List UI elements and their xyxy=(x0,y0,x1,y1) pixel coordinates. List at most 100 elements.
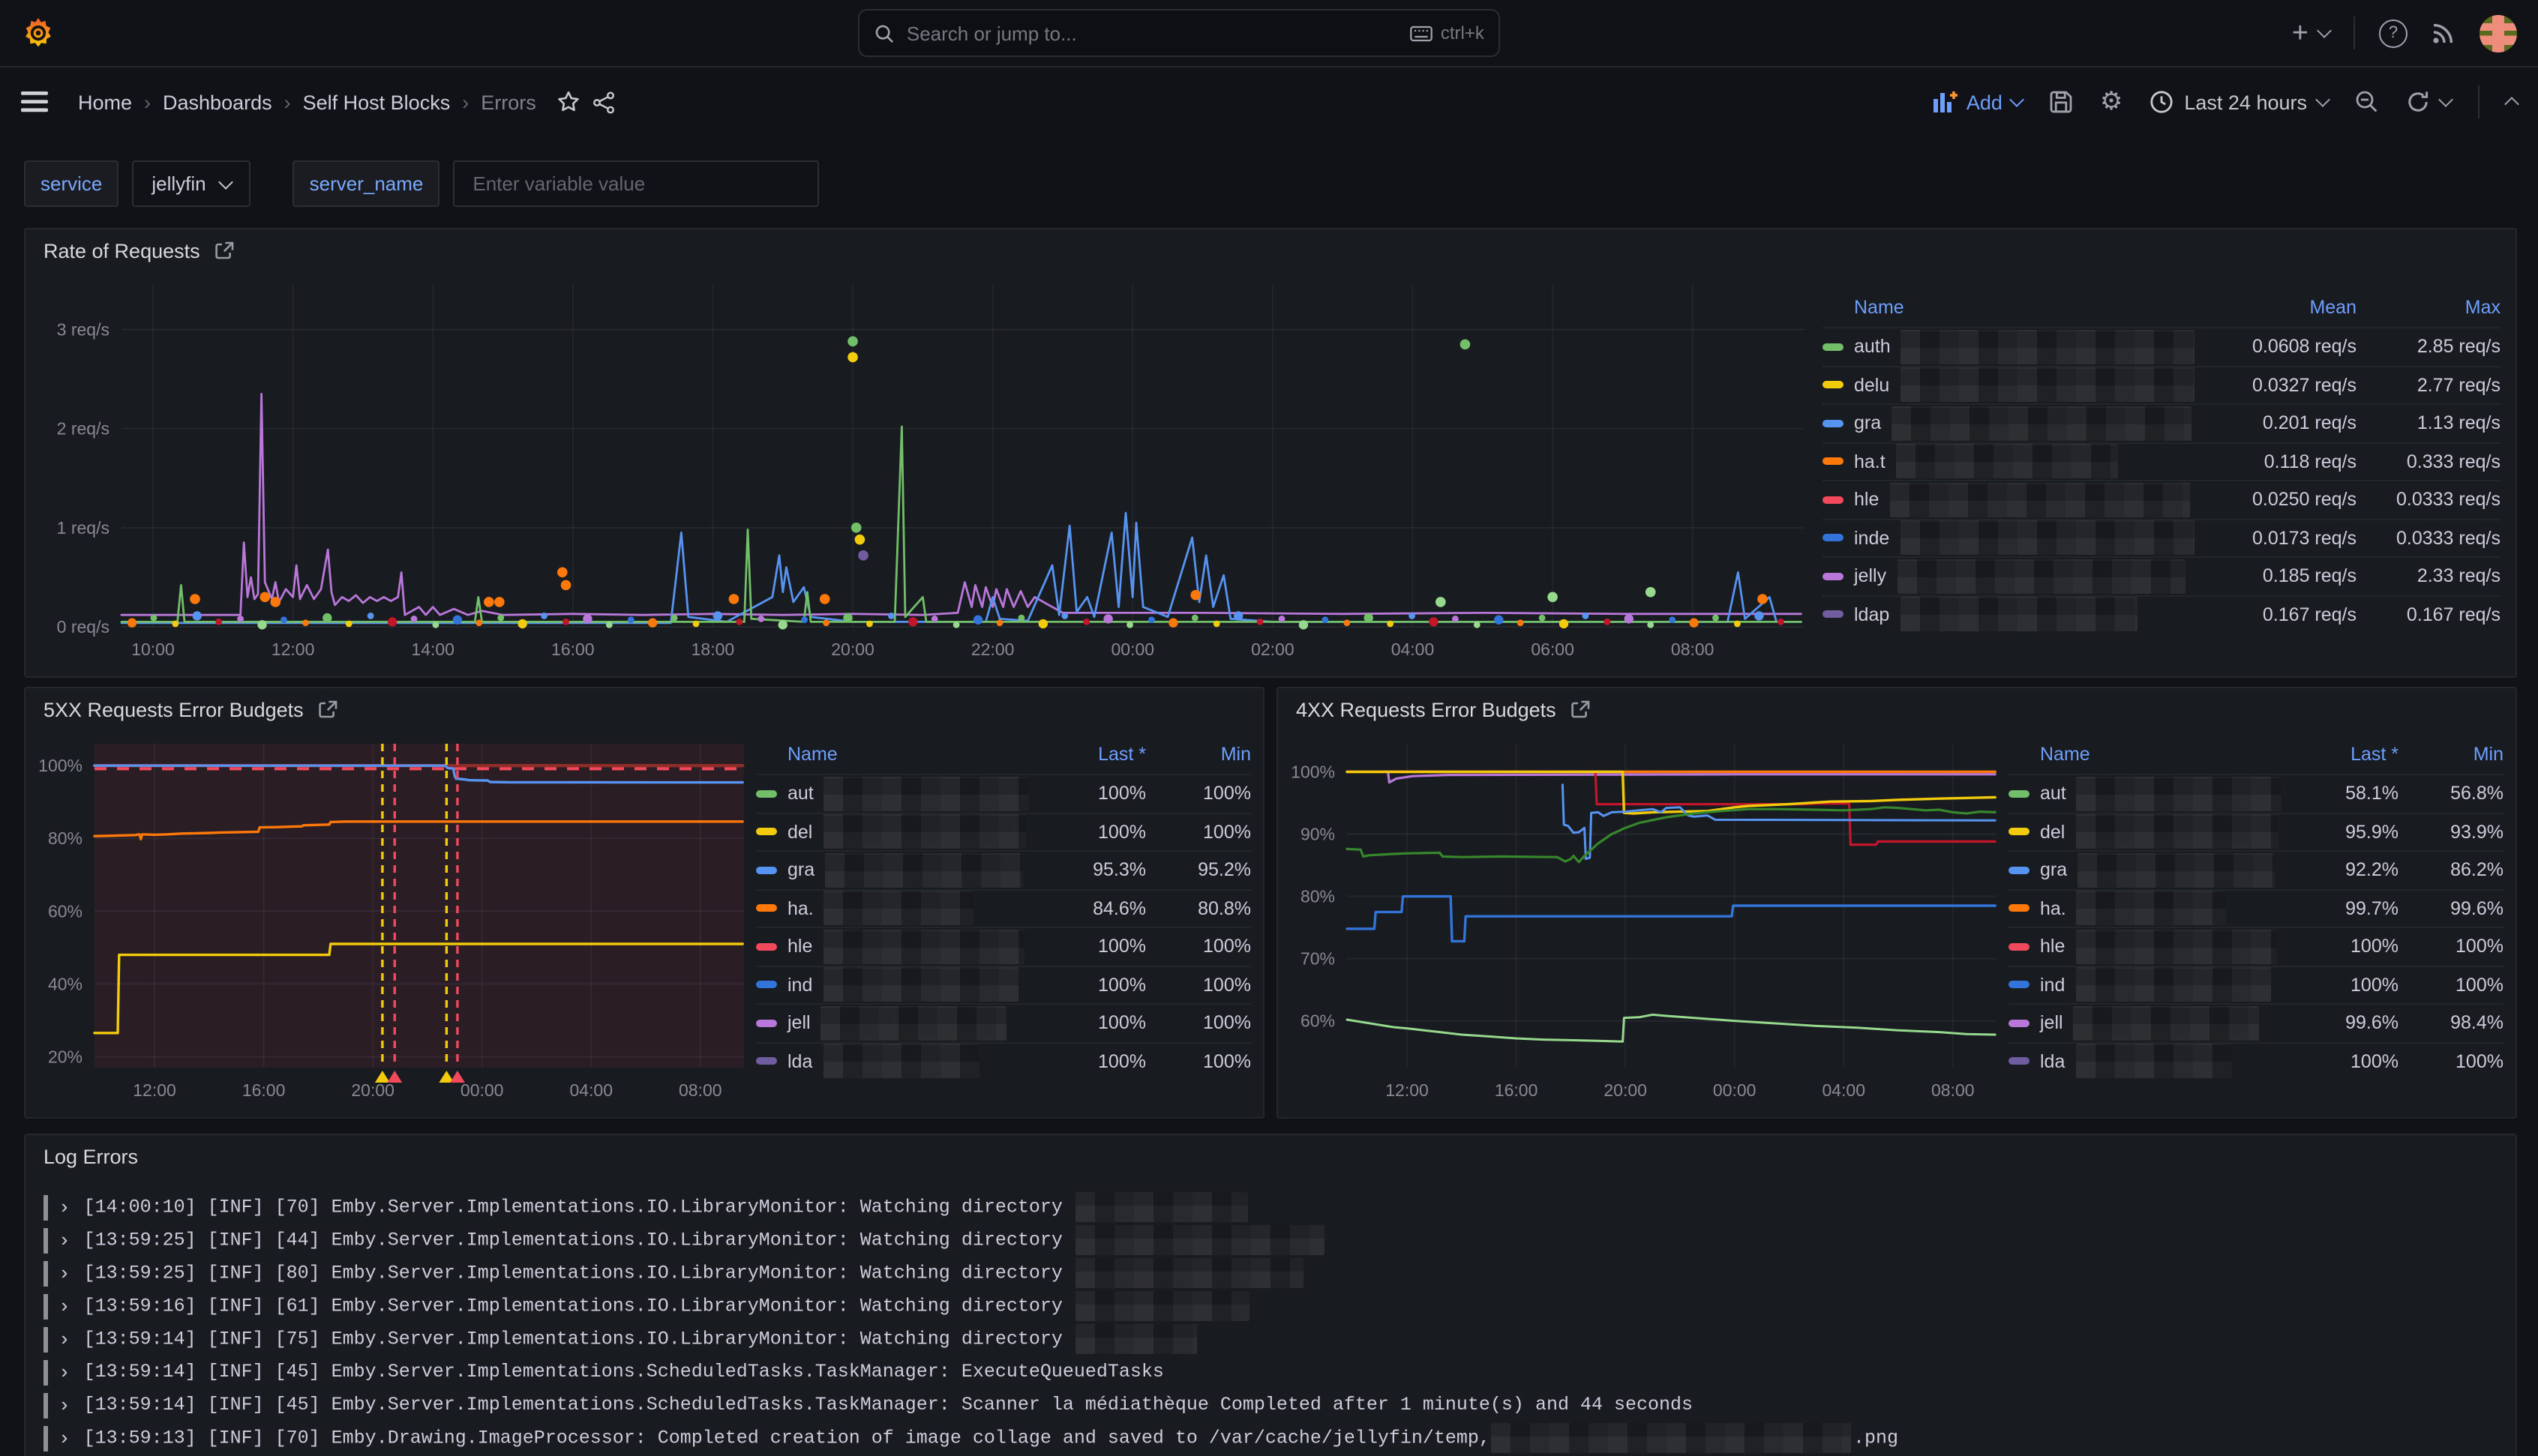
expand-log-icon[interactable]: › xyxy=(58,1196,70,1218)
legend-value-1: 95.3% xyxy=(1029,860,1146,881)
err4xx-plot[interactable]: 12:0016:0020:0000:0004:0008:0060%70%80%9… xyxy=(1278,726,2008,1107)
legend-row[interactable]: del100%100% xyxy=(756,812,1251,850)
svg-text:18:00: 18:00 xyxy=(692,640,735,659)
legend-row[interactable]: hle100%100% xyxy=(756,927,1251,965)
legend-col-name[interactable]: Name xyxy=(1854,297,1904,318)
legend-col-2[interactable]: Min xyxy=(1146,744,1251,765)
log-row[interactable]: ›[13:59:14] [INF] [45] Emby.Server.Imple… xyxy=(44,1389,2498,1422)
series-swatch xyxy=(2008,943,2030,951)
breadcrumb-dashboards[interactable]: Dashboards xyxy=(163,91,272,113)
legend-value-1: 0.185 req/s xyxy=(2194,566,2356,587)
legend-row[interactable]: jell100%100% xyxy=(756,1003,1251,1041)
legend-row[interactable]: lda100%100% xyxy=(2008,1041,2504,1080)
expand-log-icon[interactable]: › xyxy=(58,1295,70,1317)
breadcrumb-folder[interactable]: Self Host Blocks xyxy=(303,91,451,113)
legend-value-1: 95.9% xyxy=(2282,822,2398,843)
series-name: hle xyxy=(1854,490,1879,511)
legend-col-name[interactable]: Name xyxy=(788,744,838,765)
save-dashboard-icon[interactable] xyxy=(2049,90,2073,114)
rate-plot[interactable]: 10:0012:0014:0016:0018:0020:0022:0000:00… xyxy=(26,267,1822,666)
legend-row[interactable]: gra95.3%95.2% xyxy=(756,850,1251,888)
legend-row[interactable]: jelly0.185 req/s2.33 req/s xyxy=(1822,556,2500,595)
svg-text:06:00: 06:00 xyxy=(1531,640,1574,659)
dashboard-settings-icon[interactable]: ⚙ xyxy=(2100,87,2123,117)
legend-row[interactable]: lda100%100% xyxy=(756,1041,1251,1080)
expand-log-icon[interactable]: › xyxy=(58,1229,70,1251)
rate-chart[interactable]: 10:0012:0014:0016:0018:0020:0022:0000:00… xyxy=(26,267,1822,666)
news-rss-icon[interactable] xyxy=(2432,21,2456,45)
legend-row[interactable]: hle100%100% xyxy=(2008,927,2504,965)
panel-title-row[interactable]: Rate of Requests xyxy=(26,229,2516,267)
legend-row[interactable]: aut58.1%56.8% xyxy=(2008,774,2504,812)
redacted-name xyxy=(1900,598,2137,632)
log-row[interactable]: ›[13:59:14] [INF] [45] Emby.Server.Imple… xyxy=(44,1356,2498,1389)
legend-col-2[interactable]: Max xyxy=(2356,297,2500,318)
grafana-logo-icon[interactable] xyxy=(21,16,56,50)
search-input[interactable]: Search or jump to... ctrl+k xyxy=(859,9,1501,57)
legend-value-2: 80.8% xyxy=(1146,898,1251,919)
log-row[interactable]: ›[14:00:10] [INF] [70] Emby.Server.Imple… xyxy=(44,1191,2498,1224)
legend-row[interactable]: del95.9%93.9% xyxy=(2008,812,2504,850)
legend-col-1[interactable]: Last * xyxy=(1029,744,1146,765)
menu-toggle-icon[interactable] xyxy=(21,91,48,112)
log-row[interactable]: ›[13:59:16] [INF] [61] Emby.Server.Imple… xyxy=(44,1290,2498,1323)
refresh-button[interactable] xyxy=(2406,90,2451,114)
log-row[interactable]: ›[13:59:14] [INF] [75] Emby.Server.Imple… xyxy=(44,1323,2498,1356)
favorite-star-icon[interactable] xyxy=(557,90,581,114)
legend-row[interactable]: ha.t0.118 req/s0.333 req/s xyxy=(1822,442,2500,480)
legend-row[interactable]: auth0.0608 req/s2.85 req/s xyxy=(1822,327,2500,365)
series-swatch xyxy=(2008,828,2030,836)
panel-title-row[interactable]: Log Errors xyxy=(26,1135,2516,1173)
expand-log-icon[interactable]: › xyxy=(58,1328,70,1350)
add-panel-button[interactable]: Add xyxy=(1934,91,2022,113)
breadcrumb-home[interactable]: Home xyxy=(78,91,132,113)
legend-row[interactable]: ha.84.6%80.8% xyxy=(756,888,1251,927)
log-row[interactable]: ›[13:59:13] [INF] [70] Emby.Drawing.Imag… xyxy=(44,1422,2498,1455)
help-icon[interactable]: ? xyxy=(2379,19,2408,47)
zoom-out-time-icon[interactable] xyxy=(2355,90,2379,114)
series-swatch xyxy=(1822,496,1844,504)
legend-row[interactable]: ldap0.167 req/s0.167 req/s xyxy=(1822,595,2500,633)
series-name: hle xyxy=(2040,936,2065,957)
legend-col-1[interactable]: Last * xyxy=(2282,744,2398,765)
legend-row[interactable]: ha.99.7%99.6% xyxy=(2008,888,2504,927)
time-range-picker[interactable]: Last 24 hours xyxy=(2150,90,2328,114)
legend-value-1: 84.6% xyxy=(1029,898,1146,919)
expand-log-icon[interactable]: › xyxy=(58,1361,70,1383)
legend-row[interactable]: ind100%100% xyxy=(2008,965,2504,1003)
log-row[interactable]: ›[13:59:25] [INF] [44] Emby.Server.Imple… xyxy=(44,1224,2498,1257)
external-link-icon[interactable] xyxy=(319,700,338,720)
external-link-icon[interactable] xyxy=(1571,700,1591,720)
user-avatar[interactable] xyxy=(2480,14,2517,52)
legend-value-2: 2.77 req/s xyxy=(2356,375,2500,396)
legend-col-name[interactable]: Name xyxy=(2040,744,2090,765)
external-link-icon[interactable] xyxy=(215,241,235,261)
legend-row[interactable]: aut100%100% xyxy=(756,774,1251,812)
expand-log-icon[interactable]: › xyxy=(58,1262,70,1284)
err5xx-plot[interactable]: 12:0016:0020:0000:0004:0008:0020%40%60%8… xyxy=(26,726,756,1107)
variable-input-server-name[interactable]: Enter variable value xyxy=(453,160,819,207)
legend-row[interactable]: ind100%100% xyxy=(756,965,1251,1003)
legend-row[interactable]: gra92.2%86.2% xyxy=(2008,850,2504,888)
panel-title-row[interactable]: 5XX Requests Error Budgets xyxy=(26,688,1263,726)
log-row[interactable]: ›[13:59:25] [INF] [80] Emby.Server.Imple… xyxy=(44,1257,2498,1290)
expand-log-icon[interactable]: › xyxy=(58,1394,70,1416)
legend-row[interactable]: hle0.0250 req/s0.0333 req/s xyxy=(1822,480,2500,518)
legend-row[interactable]: jell99.6%98.4% xyxy=(2008,1003,2504,1041)
kiosk-collapse-icon[interactable] xyxy=(2506,94,2517,109)
err4xx-chart[interactable]: 12:0016:0020:0000:0004:0008:0060%70%80%9… xyxy=(1278,726,2008,1107)
legend-row[interactable]: delu0.0327 req/s2.77 req/s xyxy=(1822,365,2500,403)
legend-row[interactable]: inde0.0173 req/s0.0333 req/s xyxy=(1822,518,2500,556)
err5xx-chart[interactable]: 12:0016:0020:0000:0004:0008:0020%40%60%8… xyxy=(26,726,756,1107)
svg-text:70%: 70% xyxy=(1300,949,1335,969)
new-button[interactable]: + xyxy=(2292,19,2330,47)
panel-title-row[interactable]: 4XX Requests Error Budgets xyxy=(1278,688,2516,726)
service-value: jellyfin xyxy=(152,172,206,195)
legend-col-1[interactable]: Mean xyxy=(2194,297,2356,318)
expand-log-icon[interactable]: › xyxy=(58,1427,70,1449)
share-icon[interactable] xyxy=(593,91,616,113)
legend-row[interactable]: gra0.201 req/s1.13 req/s xyxy=(1822,403,2500,442)
variable-select-service[interactable]: jellyfin xyxy=(132,160,250,207)
series-swatch xyxy=(1822,611,1844,619)
legend-col-2[interactable]: Min xyxy=(2398,744,2504,765)
